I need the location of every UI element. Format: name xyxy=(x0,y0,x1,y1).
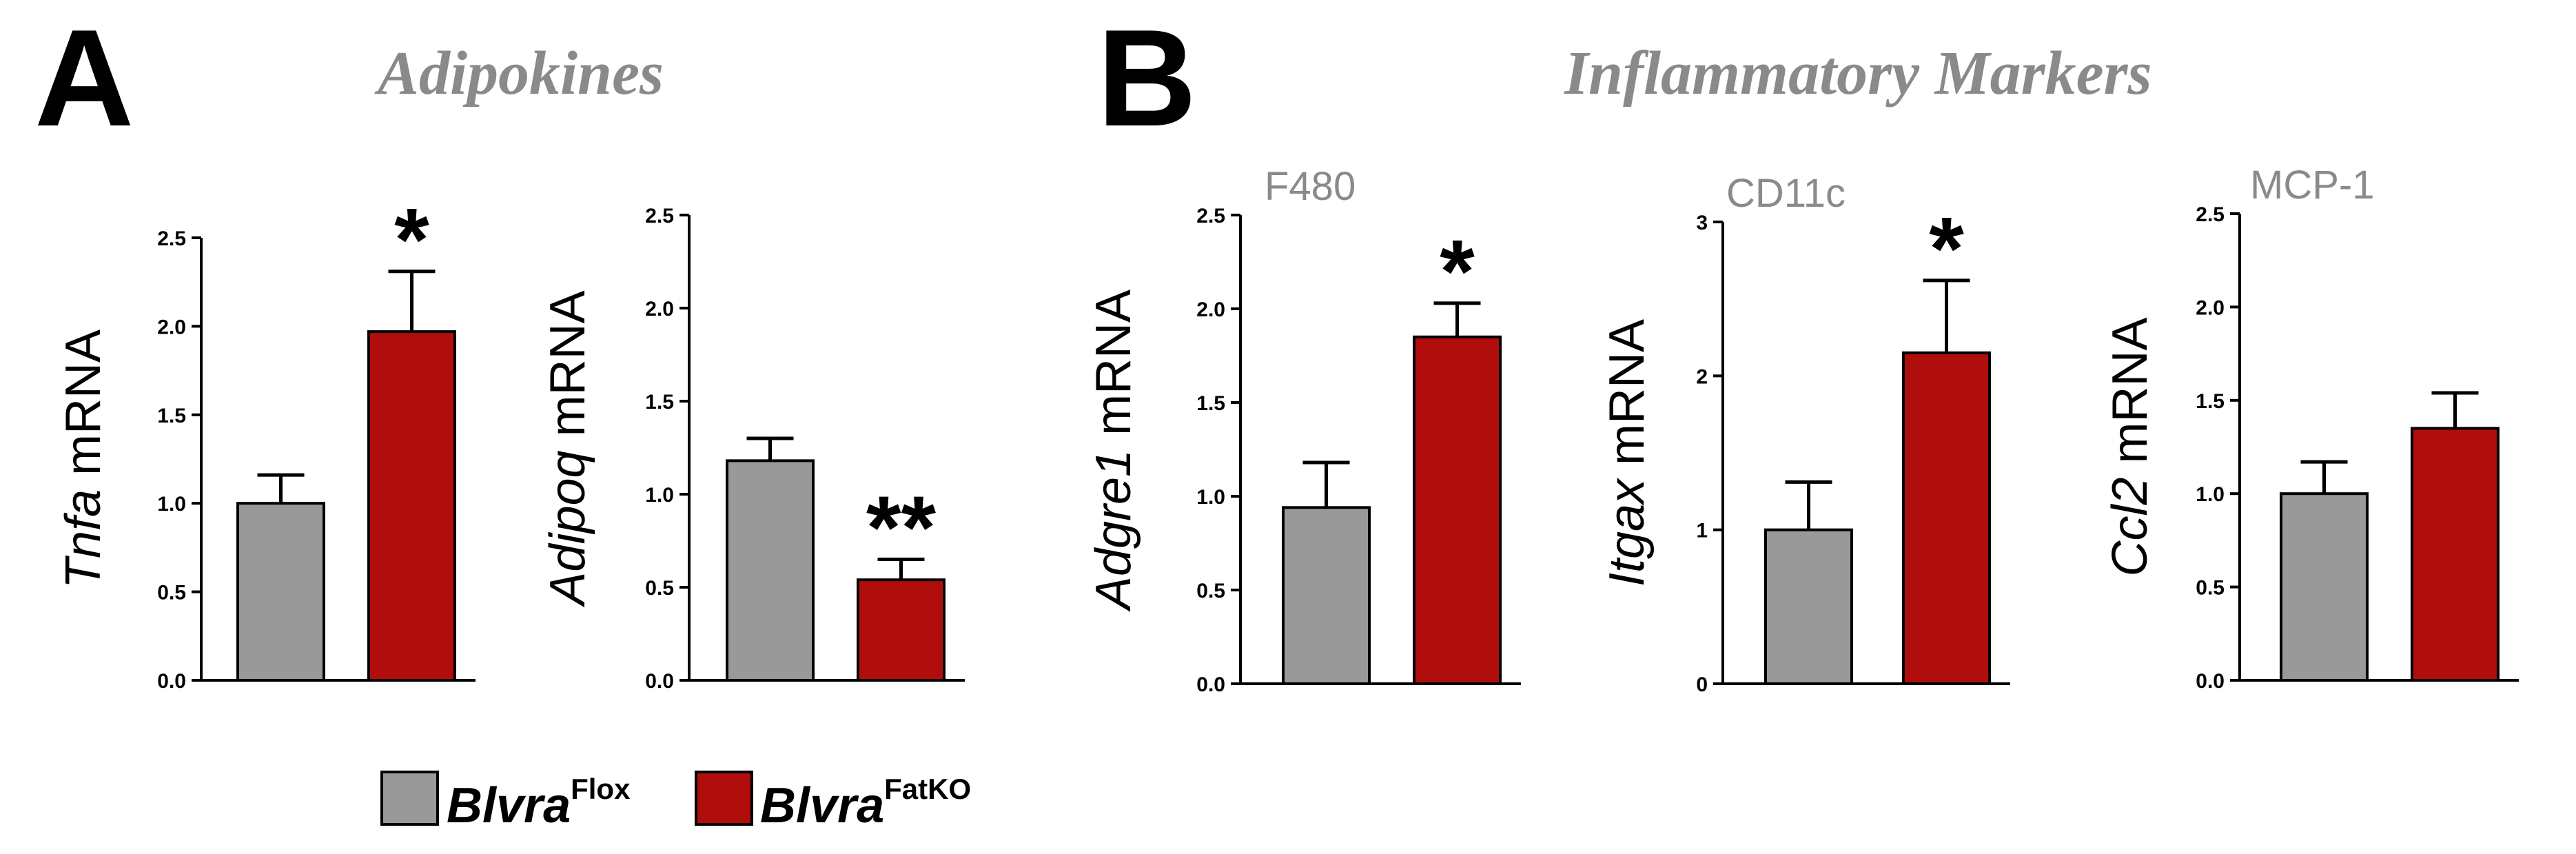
adipoq-bar-fatko xyxy=(857,578,945,682)
adipoq-y-tick-label: 2.0 xyxy=(645,298,674,321)
ccl2-bar-flox xyxy=(2280,492,2369,682)
itgax-significance: * xyxy=(1929,198,1964,298)
tnfa-bar-flox xyxy=(236,502,325,682)
panel-letter-b: B xyxy=(1097,1,1197,155)
ccl2-y-tick-label: 0.5 xyxy=(2196,577,2225,600)
itgax-subtitle: CD11c xyxy=(1726,171,1846,216)
adgre1-y-label-suffix: mRNA xyxy=(1086,289,1141,449)
panel-letter-a: A xyxy=(34,1,134,155)
tnfa-y-tick-label: 0.5 xyxy=(157,582,186,604)
adipoq-y-tick-label: 0.0 xyxy=(645,670,674,693)
adgre1-significance: * xyxy=(1440,221,1475,321)
adipoq-significance: ** xyxy=(866,477,937,578)
itgax-y-tick-label: 3 xyxy=(1696,212,1708,234)
panel-b-title: Inflammatory Markers xyxy=(1564,39,2152,108)
adgre1-y-label-gene: Adgre1 xyxy=(1086,449,1141,612)
legend-flox-sup: Flox xyxy=(571,773,631,805)
itgax-y-label: Itgax mRNA xyxy=(1599,319,1655,587)
ccl2-y-tick-label: 1.5 xyxy=(2196,390,2225,413)
legend-label-fatko: BlvraFatKO xyxy=(760,775,971,831)
adgre1-y-tick-label: 2.0 xyxy=(1196,298,1225,321)
tnfa-y-tick-label: 2.0 xyxy=(157,316,186,338)
tnfa-y-label-gene: Tnfa xyxy=(56,489,111,589)
tnfa-y-label-suffix: mRNA xyxy=(56,329,111,489)
legend-swatch-fatko xyxy=(695,771,753,826)
itgax-y-tick-label: 0 xyxy=(1696,673,1708,696)
adgre1-y-tick-label: 0.0 xyxy=(1196,673,1225,696)
ccl2-y-label-suffix: mRNA xyxy=(2103,317,2158,477)
ccl2-y-label-gene: Ccl2 xyxy=(2103,477,2158,576)
adipoq-y-label: Adipoq mRNA xyxy=(540,290,595,607)
adipoq-y-tick-label: 0.5 xyxy=(645,577,674,600)
tnfa-bar-fatko xyxy=(367,330,456,682)
legend-flox-gene: Blvra xyxy=(447,778,571,833)
itgax-bar-flox xyxy=(1764,528,1853,686)
ccl2-y-tick-label: 1.0 xyxy=(2196,483,2225,506)
itgax-y-label-gene: Itgax xyxy=(1599,477,1655,587)
adipoq-y-tick-label: 1.5 xyxy=(645,391,674,414)
itgax-y-label-suffix: mRNA xyxy=(1599,319,1655,479)
adgre1-y-tick-label: 2.5 xyxy=(1196,205,1225,227)
tnfa-y-tick-label: 2.5 xyxy=(157,227,186,250)
ccl2-bar-fatko xyxy=(2411,427,2500,682)
tnfa-y-tick-label: 0.0 xyxy=(157,670,186,693)
adipoq-y-tick-label: 2.5 xyxy=(645,205,674,227)
tnfa-y-tick-label: 1.0 xyxy=(157,493,186,516)
ccl2-y-tick-label: 2.5 xyxy=(2196,203,2225,226)
adipoq-y-label-suffix: mRNA xyxy=(540,290,595,450)
adgre1-bar-fatko xyxy=(1413,335,1502,685)
adgre1-y-tick-label: 1.5 xyxy=(1196,392,1225,415)
itgax-y-tick-label: 2 xyxy=(1696,365,1708,388)
adipoq-y-tick-label: 1.0 xyxy=(645,484,674,507)
tnfa-y-label: Tnfa mRNA xyxy=(56,329,111,589)
adgre1-subtitle: F480 xyxy=(1265,164,1356,209)
adipoq-y-label-gene: Adipoq xyxy=(540,450,595,607)
legend-fatko-gene: Blvra xyxy=(760,778,885,833)
ccl2-subtitle: MCP-1 xyxy=(2250,163,2374,207)
adgre1-y-tick-label: 0.5 xyxy=(1196,580,1225,602)
adgre1-y-label: Adgre1 mRNA xyxy=(1086,289,1141,612)
itgax-y-tick-label: 1 xyxy=(1696,520,1708,542)
adipoq-bar-flox xyxy=(726,459,815,682)
tnfa-y-tick-label: 1.5 xyxy=(157,405,186,427)
adgre1-y-tick-label: 1.0 xyxy=(1196,486,1225,509)
tnfa-significance: * xyxy=(394,189,429,289)
panel-a-title: Adipokines xyxy=(378,39,664,108)
ccl2-y-label: Ccl2 mRNA xyxy=(2103,317,2158,576)
ccl2-y-tick-label: 2.0 xyxy=(2196,296,2225,319)
legend-swatch-flox xyxy=(380,771,439,826)
itgax-bar-fatko xyxy=(1902,351,1991,685)
legend-label-flox: BlvraFlox xyxy=(447,775,630,831)
adgre1-bar-flox xyxy=(1282,506,1371,685)
ccl2-y-tick-label: 0.0 xyxy=(2196,670,2225,693)
legend-fatko-sup: FatKO xyxy=(884,773,972,805)
